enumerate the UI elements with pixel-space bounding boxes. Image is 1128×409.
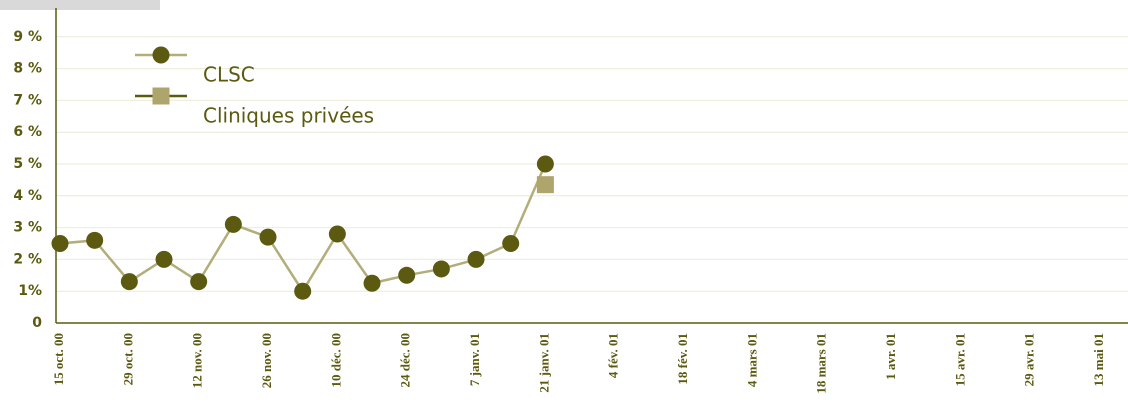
y-tick-label: 0	[32, 315, 42, 331]
x-tick-label: 15 avr. 01	[952, 333, 967, 386]
legend-label: CLSC	[203, 63, 255, 87]
x-tick-label: 7 janv. 01	[467, 333, 482, 386]
x-tick-label: 4 mars 01	[744, 333, 759, 387]
y-tick-label: 5 %	[13, 156, 42, 172]
point	[502, 235, 520, 252]
legend-label: Cliniques privées	[203, 104, 374, 128]
y-tick-label: 1%	[18, 283, 42, 299]
legend-marker	[152, 87, 170, 105]
point	[51, 235, 69, 252]
x-tick-label: 15 oct. 00	[51, 333, 66, 385]
point	[259, 228, 277, 246]
header-box	[0, 0, 160, 10]
y-tick-label: 3 %	[13, 220, 42, 236]
x-tick-label: 18 mars 01	[814, 333, 829, 394]
y-tick-label: 9 %	[13, 29, 42, 45]
x-tick-label: 4 fév. 01	[606, 333, 621, 378]
x-tick-label: 24 déc. 00	[398, 333, 413, 388]
x-tick-label: 29 oct. 00	[120, 333, 135, 385]
point	[467, 250, 485, 268]
x-tick-label: 12 nov. 00	[190, 333, 205, 388]
x-tick-label: 29 avr. 01	[1022, 333, 1037, 386]
point	[536, 176, 554, 194]
point	[536, 155, 554, 173]
y-tick-label: 6 %	[13, 124, 42, 140]
y-tick-label: 2 %	[13, 251, 42, 267]
point	[398, 266, 416, 284]
point	[120, 273, 138, 291]
point	[155, 250, 173, 268]
x-tick-label: 26 nov. 00	[259, 333, 274, 388]
point	[363, 274, 381, 292]
x-tick-label: 10 déc. 00	[328, 333, 343, 388]
x-tick-label: 1 avr. 01	[883, 333, 898, 380]
point	[86, 231, 104, 249]
point	[224, 215, 242, 233]
y-tick-label: 8 %	[13, 61, 42, 77]
y-tick-label: 4 %	[13, 188, 42, 204]
legend-marker	[152, 46, 170, 64]
point	[294, 282, 312, 300]
point	[328, 225, 346, 243]
x-tick-label: 21 janv. 01	[536, 333, 551, 393]
x-tick-label: 13 mai 01	[1091, 333, 1106, 386]
point	[190, 273, 208, 291]
point	[432, 260, 450, 278]
y-tick-label: 7 %	[13, 92, 42, 108]
x-tick-label: 18 fév. 01	[675, 333, 690, 385]
